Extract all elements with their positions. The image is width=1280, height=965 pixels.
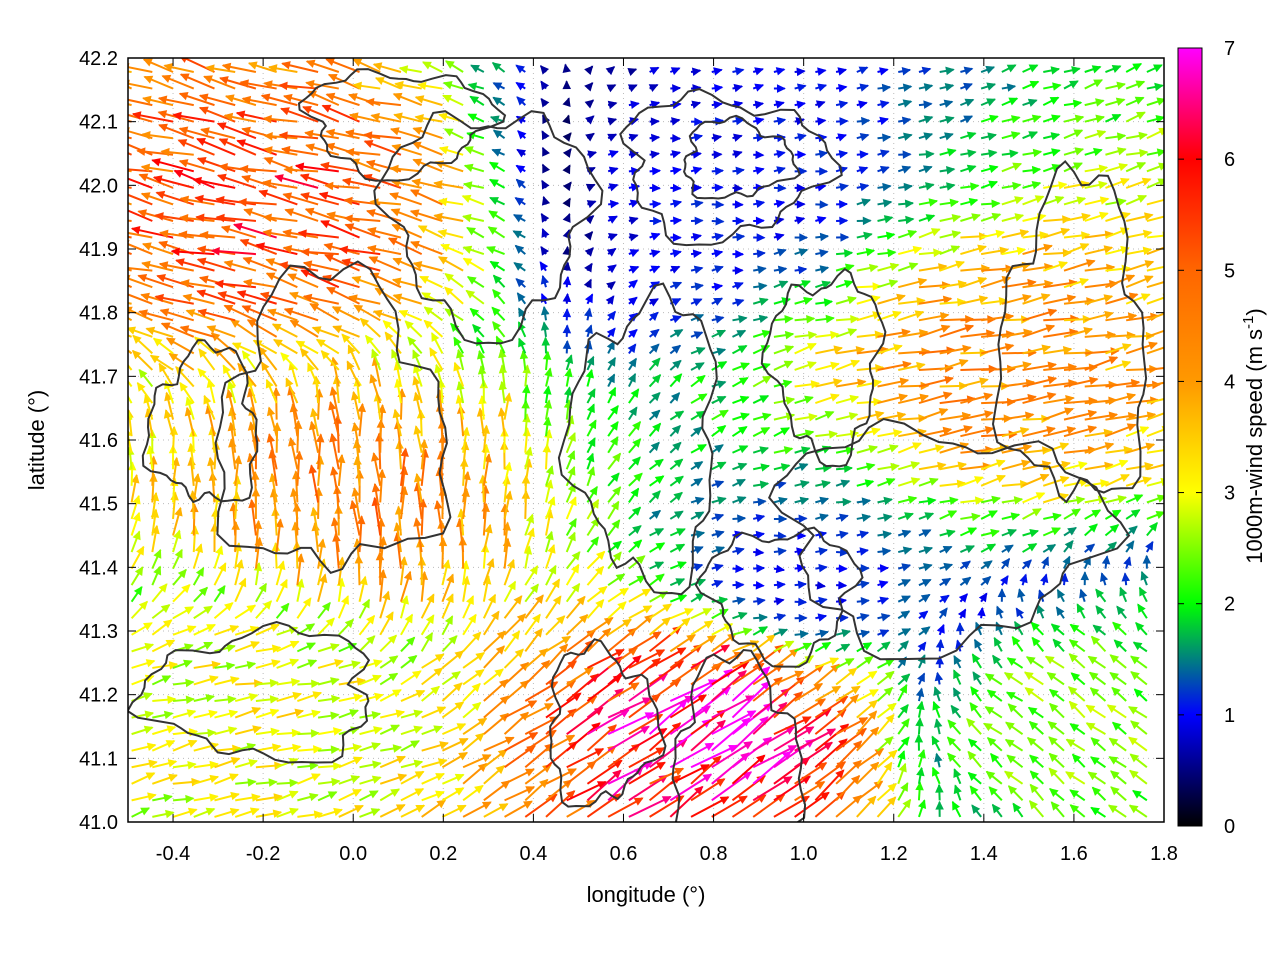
y-tick-label: 42.0 — [79, 175, 118, 197]
wind-arrow — [97, 215, 132, 222]
colorbar-tick-label: 3 — [1224, 483, 1235, 505]
y-tick-label: 41.0 — [79, 812, 118, 834]
x-tick-label: 1.2 — [880, 843, 908, 865]
colorbar-tick-label: 4 — [1224, 371, 1235, 393]
colorbar-tick-label: 2 — [1224, 594, 1235, 616]
colorbar-gradient — [1178, 48, 1202, 826]
y-tick-label: 41.3 — [79, 621, 118, 643]
y-tick-label: 41.9 — [79, 239, 118, 261]
x-tick-label: 0.2 — [429, 843, 457, 865]
wind-arrow — [95, 229, 131, 238]
y-tick-label: 41.7 — [79, 366, 118, 388]
y-tick-label: 42.1 — [79, 112, 118, 134]
x-tick-label: 1.0 — [790, 843, 818, 865]
x-tick-label: 0.0 — [339, 843, 367, 865]
colorbar: 0 1 2 3 4 5 6 7 1000m-wind speed (m s-1) — [1178, 38, 1267, 838]
x-tick-label: -0.2 — [246, 843, 280, 865]
x-tick-label: 0.8 — [700, 843, 728, 865]
x-tick-label: 1.4 — [970, 843, 998, 865]
x-axis-label: longitude (°) — [587, 882, 706, 907]
y-axis-label: latitude (°) — [24, 390, 49, 491]
y-tick-label: 41.8 — [79, 303, 118, 325]
colorbar-tick-label: 0 — [1224, 816, 1235, 838]
x-tick-label: -0.4 — [156, 843, 190, 865]
wind-arrow — [101, 164, 131, 171]
colorbar-label: 1000m-wind speed (m s-1) — [1240, 308, 1267, 563]
x-tick-label: 0.4 — [519, 843, 547, 865]
colorbar-tick-label: 5 — [1224, 260, 1235, 282]
y-tick-label: 41.2 — [79, 685, 118, 707]
wind-arrow — [102, 96, 131, 105]
y-tick-label: 41.4 — [79, 557, 118, 579]
x-tick-label: 1.8 — [1150, 843, 1178, 865]
y-tick-label: 41.1 — [79, 748, 118, 770]
y-tick-label: 41.6 — [79, 430, 118, 452]
y-tick-label: 42.2 — [79, 48, 118, 70]
wind-arrow — [100, 272, 131, 287]
colorbar-tick-label: 6 — [1224, 149, 1235, 171]
colorbar-tick-label: 1 — [1224, 705, 1235, 727]
colorbar-tick-label: 7 — [1224, 38, 1235, 60]
x-tick-label: 1.6 — [1060, 843, 1088, 865]
wind-arrow — [97, 139, 132, 155]
y-tick-label: 41.5 — [79, 494, 118, 516]
x-tick-label: 0.6 — [610, 843, 638, 865]
